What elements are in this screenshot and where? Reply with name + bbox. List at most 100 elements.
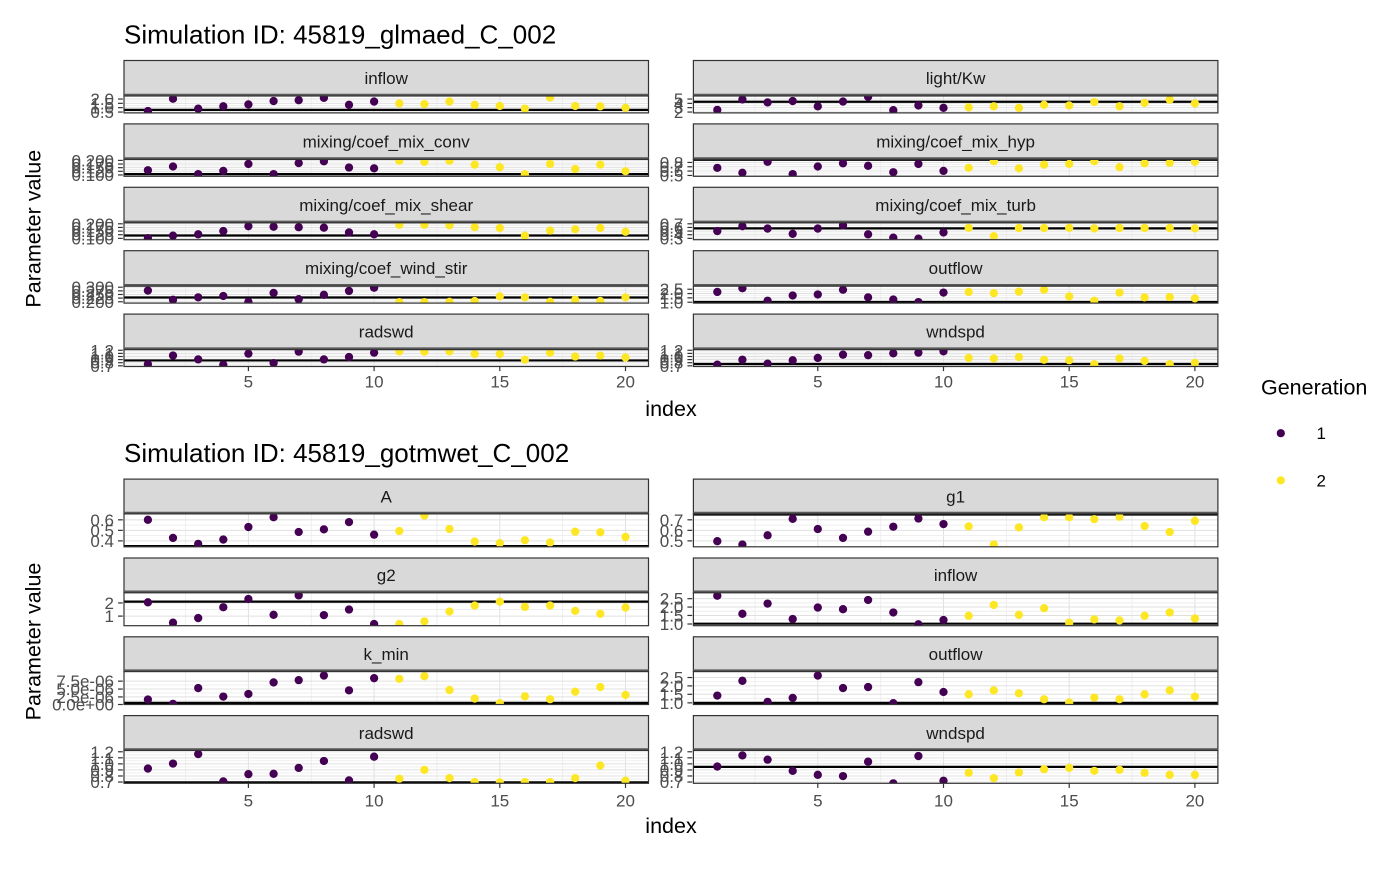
svg-text:2.5e-06: 2.5e-06: [56, 688, 114, 707]
svg-text:0.5: 0.5: [90, 103, 114, 122]
svg-text:0.7: 0.7: [660, 215, 684, 234]
svg-text:index: index: [645, 814, 697, 838]
svg-text:1.0: 1.0: [90, 99, 114, 118]
svg-text:0.9: 0.9: [90, 761, 114, 780]
svg-text:10: 10: [365, 373, 384, 392]
svg-text:0.275: 0.275: [71, 282, 114, 301]
svg-text:2: 2: [105, 594, 114, 613]
svg-text:0.7: 0.7: [660, 158, 684, 177]
svg-text:5: 5: [813, 373, 822, 392]
svg-text:15: 15: [490, 792, 509, 811]
svg-text:g2: g2: [377, 566, 396, 585]
svg-text:Parameter value: Parameter value: [22, 563, 46, 721]
svg-text:15: 15: [1060, 792, 1079, 811]
svg-text:2: 2: [674, 103, 683, 122]
svg-text:mixing/coef_wind_stir: mixing/coef_wind_stir: [305, 259, 468, 278]
svg-text:0.7: 0.7: [90, 357, 114, 376]
svg-text:index: index: [645, 397, 697, 421]
svg-text:0.5: 0.5: [660, 222, 684, 241]
svg-text:Parameter value: Parameter value: [22, 150, 46, 308]
svg-text:0.7: 0.7: [660, 357, 684, 376]
svg-text:1.1: 1.1: [90, 344, 114, 363]
svg-text:0.7: 0.7: [660, 511, 684, 530]
svg-text:0.200: 0.200: [71, 215, 114, 234]
svg-text:0.150: 0.150: [71, 222, 114, 241]
svg-text:1.5: 1.5: [660, 685, 684, 704]
svg-text:15: 15: [490, 373, 509, 392]
svg-text:1.5: 1.5: [660, 289, 684, 308]
svg-text:1.1: 1.1: [90, 749, 114, 768]
svg-text:1.0: 1.0: [90, 348, 114, 367]
svg-text:0.8: 0.8: [90, 354, 114, 373]
svg-text:outflow: outflow: [929, 645, 984, 664]
svg-text:1.1: 1.1: [660, 749, 684, 768]
svg-text:0.250: 0.250: [71, 285, 114, 304]
svg-text:0.175: 0.175: [71, 155, 114, 174]
svg-text:15: 15: [1060, 373, 1079, 392]
svg-text:0.6: 0.6: [660, 218, 684, 237]
svg-text:radswd: radswd: [359, 323, 414, 342]
svg-text:1: 1: [1317, 424, 1326, 443]
svg-text:0.125: 0.125: [71, 162, 114, 181]
svg-text:1.0: 1.0: [660, 348, 684, 367]
svg-text:0.5: 0.5: [660, 532, 684, 551]
svg-text:0.0e+00: 0.0e+00: [52, 696, 114, 715]
svg-text:0.9: 0.9: [660, 761, 684, 780]
svg-text:0.200: 0.200: [71, 293, 114, 312]
svg-text:0.300: 0.300: [71, 278, 114, 297]
svg-text:1.0: 1.0: [660, 615, 684, 634]
svg-text:2.5: 2.5: [660, 280, 684, 299]
svg-text:10: 10: [934, 792, 953, 811]
svg-text:7.5e-06: 7.5e-06: [56, 672, 114, 691]
svg-text:0.175: 0.175: [71, 218, 114, 237]
svg-text:Simulation ID: 45819_glmaed_C_: Simulation ID: 45819_glmaed_C_002: [124, 20, 556, 50]
svg-text:2.5: 2.5: [660, 669, 684, 688]
svg-text:1.1: 1.1: [660, 344, 684, 363]
svg-text:0.4: 0.4: [660, 226, 684, 245]
svg-text:0.9: 0.9: [90, 351, 114, 370]
svg-text:k_min: k_min: [364, 645, 409, 664]
svg-text:0.8: 0.8: [660, 767, 684, 786]
svg-text:A: A: [381, 487, 393, 506]
svg-text:5: 5: [244, 792, 253, 811]
svg-text:1.0: 1.0: [660, 755, 684, 774]
svg-text:2.5: 2.5: [660, 590, 684, 609]
svg-text:0.200: 0.200: [71, 151, 114, 170]
svg-text:20: 20: [616, 792, 635, 811]
svg-text:0.100: 0.100: [71, 166, 114, 185]
svg-text:light/Kw: light/Kw: [926, 69, 986, 88]
svg-text:0.8: 0.8: [660, 354, 684, 373]
svg-text:0.3: 0.3: [660, 229, 684, 248]
svg-text:mixing/coef_mix_turb: mixing/coef_mix_turb: [875, 196, 1036, 215]
svg-text:1.0: 1.0: [90, 755, 114, 774]
svg-text:1.2: 1.2: [90, 341, 114, 360]
svg-text:wndspd: wndspd: [925, 724, 985, 743]
svg-text:wndspd: wndspd: [925, 323, 985, 342]
svg-text:20: 20: [616, 373, 635, 392]
svg-text:inflow: inflow: [934, 566, 978, 585]
svg-text:5: 5: [244, 373, 253, 392]
svg-text:5: 5: [813, 792, 822, 811]
svg-text:0.125: 0.125: [71, 226, 114, 245]
svg-text:1: 1: [105, 607, 114, 626]
svg-text:1.2: 1.2: [90, 743, 114, 762]
svg-text:0.8: 0.8: [660, 153, 684, 172]
svg-text:0.6: 0.6: [660, 162, 684, 181]
svg-text:0.8: 0.8: [90, 767, 114, 786]
svg-text:0.5: 0.5: [660, 166, 684, 185]
svg-text:0.100: 0.100: [71, 229, 114, 248]
svg-text:0.4: 0.4: [90, 532, 114, 551]
svg-text:1.5: 1.5: [660, 606, 684, 625]
svg-text:4: 4: [674, 94, 683, 113]
svg-text:10: 10: [934, 373, 953, 392]
svg-text:outflow: outflow: [929, 259, 984, 278]
svg-text:mixing/coef_mix_hyp: mixing/coef_mix_hyp: [876, 133, 1035, 152]
svg-text:2.0: 2.0: [660, 598, 684, 617]
svg-text:5.0e-06: 5.0e-06: [56, 680, 114, 699]
svg-text:Generation: Generation: [1261, 376, 1367, 400]
svg-text:mixing/coef_mix_shear: mixing/coef_mix_shear: [299, 196, 473, 215]
svg-text:inflow: inflow: [364, 69, 408, 88]
svg-text:0.6: 0.6: [660, 521, 684, 540]
svg-text:20: 20: [1185, 792, 1204, 811]
svg-text:2.0: 2.0: [660, 677, 684, 696]
